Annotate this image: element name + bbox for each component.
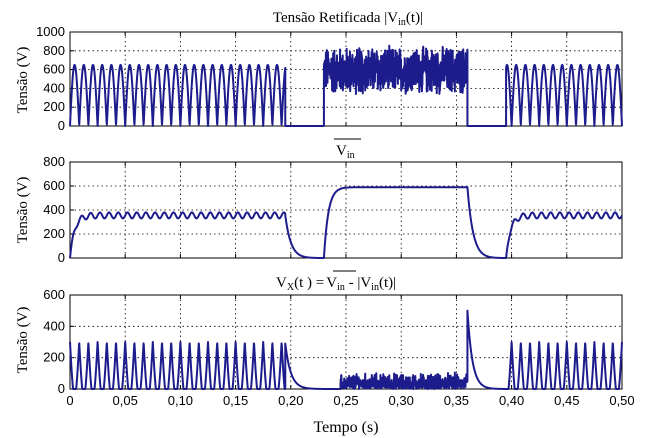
panel-2-title-text: Vin bbox=[336, 143, 355, 161]
x-tick-label: 0 bbox=[66, 393, 73, 408]
y-tick-label: 200 bbox=[43, 350, 65, 365]
x-tick-label: 0,25 bbox=[333, 393, 358, 408]
y-tick-label: 600 bbox=[43, 178, 65, 193]
y-tick-label: 600 bbox=[43, 62, 65, 77]
x-tick-label: 0,45 bbox=[554, 393, 579, 408]
y-tick-label: 800 bbox=[43, 43, 65, 58]
signal-line bbox=[69, 186, 623, 259]
signal-line bbox=[69, 309, 623, 390]
y-tick-label: 600 bbox=[43, 287, 65, 302]
x-tick-label: 0,20 bbox=[278, 393, 303, 408]
y-tick-label: 0 bbox=[58, 250, 65, 265]
panel-3-title-text: VX(t ) = Vin - |Vin(t)| bbox=[276, 275, 396, 293]
panel-1-ylabel: Tensão (V) bbox=[15, 47, 31, 114]
x-tick-label: 0,10 bbox=[168, 393, 193, 408]
y-tick-label: 200 bbox=[43, 99, 65, 114]
x-tick-label: 0,30 bbox=[389, 393, 414, 408]
y-tick-label: 400 bbox=[43, 80, 65, 95]
panel-average-voltage: 0 200 400 600 800 bbox=[43, 154, 623, 265]
x-tick-label: 0,40 bbox=[499, 393, 524, 408]
x-tick-label: 0,50 bbox=[609, 393, 634, 408]
panel-2-title: Vin bbox=[334, 138, 361, 161]
panel-3-title: VX(t ) = Vin - |Vin(t)| bbox=[276, 270, 396, 293]
x-tick-label: 0,35 bbox=[444, 393, 469, 408]
y-tick-label: 0 bbox=[58, 381, 65, 396]
x-tick-label: 0,15 bbox=[223, 393, 248, 408]
x-axis-label: Tempo (s) bbox=[313, 419, 378, 436]
y-tick-label: 0 bbox=[58, 118, 65, 133]
y-tick-label: 200 bbox=[43, 226, 65, 241]
x-tick-label: 0,05 bbox=[113, 393, 138, 408]
y-tick-label: 1000 bbox=[36, 24, 65, 39]
panel-1-title: Tensão Retificada |Vin(t)| bbox=[273, 10, 423, 28]
panel-2-ylabel: Tensão (V) bbox=[15, 177, 31, 244]
panel-difference-voltage: 0 200 400 600 0 0,05 0,10 0,15 0,20 0,25 0,30 0,35 0… bbox=[43, 287, 634, 408]
y-tick-label: 400 bbox=[43, 318, 65, 333]
y-tick-label: 400 bbox=[43, 202, 65, 217]
y-tick-label: 800 bbox=[43, 154, 65, 169]
signal-line bbox=[69, 44, 623, 127]
panel-3-ylabel: Tensão (V) bbox=[15, 307, 31, 374]
panel-rectified-voltage: 0 200 400 600 800 1000 bbox=[36, 24, 623, 133]
